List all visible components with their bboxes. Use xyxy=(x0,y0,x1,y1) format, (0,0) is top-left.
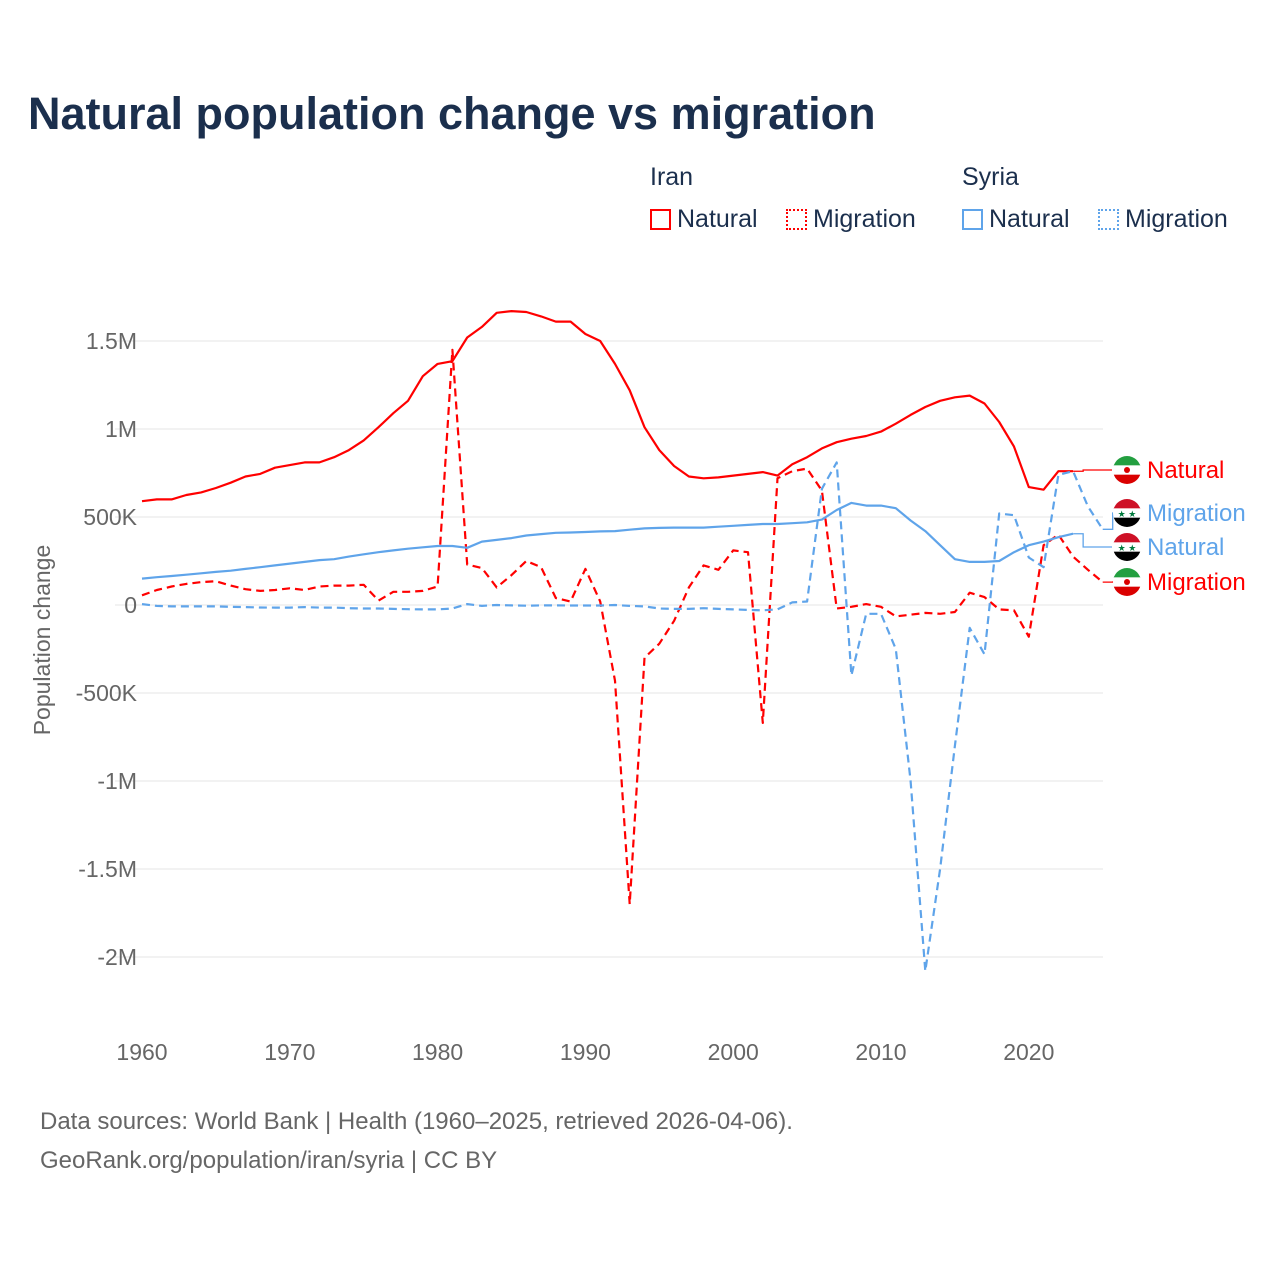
legend-label: Migration xyxy=(1125,205,1228,233)
source-line-2[interactable]: GeoRank.org/population/iran/syria | CC B… xyxy=(40,1147,498,1174)
legend-label: Natural xyxy=(677,205,758,233)
y-tick-label: 0 xyxy=(124,592,137,618)
x-tick-label: 2000 xyxy=(708,1039,759,1065)
y-tick-label: -2M xyxy=(97,944,137,970)
y-tick-label: -1.5M xyxy=(78,856,137,882)
legend-swatch-dotted-blue xyxy=(1098,209,1119,230)
y-tick-label: -1M xyxy=(97,768,137,794)
legend-label: Natural xyxy=(989,205,1070,233)
end-label: Natural xyxy=(1147,457,1224,484)
series-line-syria-migration[interactable] xyxy=(141,461,1104,973)
x-tick-label: 2010 xyxy=(855,1039,906,1065)
y-tick-label: -500K xyxy=(76,680,138,706)
legend-iran-natural[interactable]: Natural xyxy=(650,205,758,234)
series-line-iran-natural[interactable] xyxy=(141,310,1074,503)
svg-text:★ ★: ★ ★ xyxy=(1118,509,1137,519)
legend-iran-migration[interactable]: Migration xyxy=(786,205,916,234)
y-tick-label: 1M xyxy=(105,416,137,442)
x-tick-label: 2020 xyxy=(1003,1039,1054,1065)
end-label-connector xyxy=(1073,469,1112,472)
chart-title: Natural population change vs migration xyxy=(28,88,876,139)
legend-label: Migration xyxy=(813,205,916,233)
end-label-connector xyxy=(1073,533,1112,548)
svg-text:★ ★: ★ ★ xyxy=(1118,543,1137,553)
syria-flag-icon: ★ ★ xyxy=(1113,499,1141,527)
end-label: Natural xyxy=(1147,534,1224,561)
legend-swatch-solid-blue xyxy=(962,209,983,230)
x-tick-label: 1960 xyxy=(116,1039,167,1065)
syria-flag-icon: ★ ★ xyxy=(1113,533,1141,561)
legend-swatch-solid-red xyxy=(650,209,671,230)
x-tick-label: 1970 xyxy=(264,1039,315,1065)
end-label: Migration xyxy=(1147,500,1246,527)
end-label: Migration xyxy=(1147,569,1246,596)
source-line-1: Data sources: World Bank | Health (1960–… xyxy=(40,1108,793,1135)
legend-syria-natural[interactable]: Natural xyxy=(962,205,1070,234)
legend-group-iran: Iran xyxy=(650,163,694,191)
legend-group-syria: Syria xyxy=(962,163,1019,191)
series-line-syria-natural[interactable] xyxy=(141,501,1074,580)
y-tick-label: 500K xyxy=(83,504,137,530)
legend-syria-migration[interactable]: Migration xyxy=(1098,205,1228,234)
end-label-connector xyxy=(1102,512,1114,530)
iran-flag-icon xyxy=(1113,568,1141,596)
series-line-iran-migration[interactable] xyxy=(141,348,1104,906)
y-tick-label: 1.5M xyxy=(86,328,137,354)
iran-flag-icon xyxy=(1113,456,1141,484)
x-tick-label: 1980 xyxy=(412,1039,463,1065)
x-tick-label: 1990 xyxy=(560,1039,611,1065)
legend-swatch-dotted-red xyxy=(786,209,807,230)
y-axis-label: Population change xyxy=(29,545,55,736)
